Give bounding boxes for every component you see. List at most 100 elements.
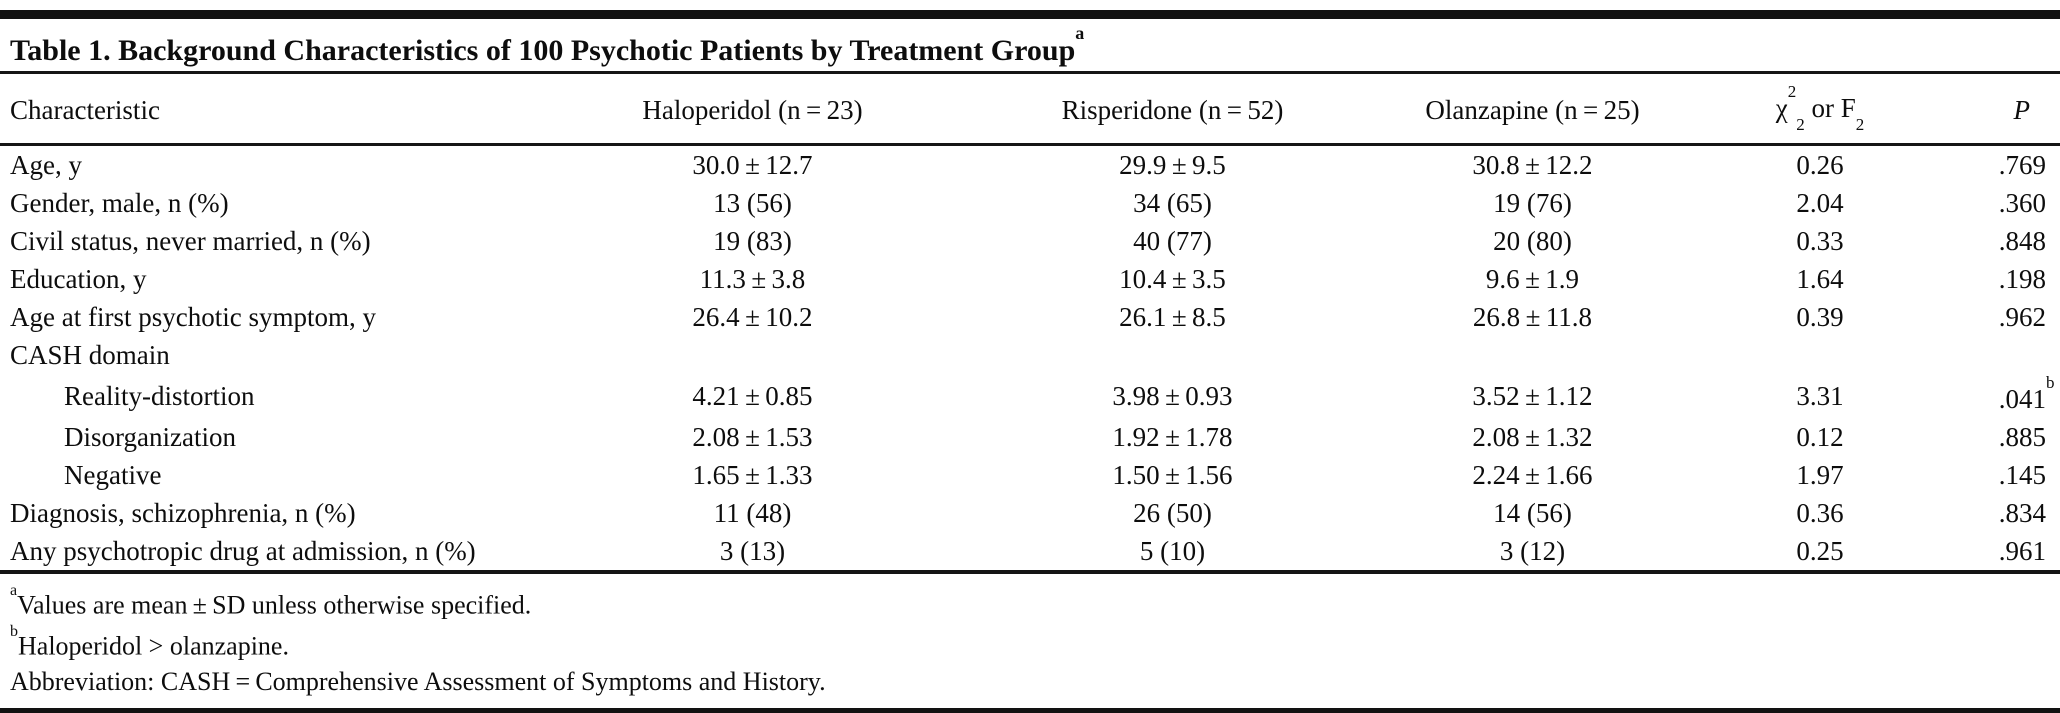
cell-risperidone: 10.4 ± 3.5 <box>1119 264 1226 295</box>
row-label: Negative <box>64 460 162 491</box>
table-row: Civil status, never married, n (%) 19 (8… <box>0 222 2060 260</box>
cell-statistic: 1.64 <box>1796 264 1844 295</box>
cell-haloperidol <box>505 336 1000 374</box>
table-row: Reality-distortion 4.21 ± 0.85 3.98 ± 0.… <box>0 373 2060 418</box>
cell-p-value: .145 <box>1998 460 2046 491</box>
cell-statistic: 0.12 <box>1796 422 1844 453</box>
table-row: Gender, male, n (%) 13 (56) 34 (65) 19 (… <box>0 184 2060 222</box>
f-subscript: 2 <box>1855 115 1865 135</box>
characteristics-table: Characteristic Haloperidol (n = 23) Risp… <box>0 74 2060 575</box>
cell-p-value: .769 <box>1998 150 2046 181</box>
journal-table: Table 1. Background Characteristics of 1… <box>0 10 2060 713</box>
row-label: Diagnosis, schizophrenia, n (%) <box>10 498 356 529</box>
chi-subscript: 2 <box>1796 115 1805 135</box>
cell-statistic: 0.39 <box>1796 302 1844 333</box>
cell-haloperidol: 30.0 ± 12.7 <box>692 150 813 181</box>
row-label: Reality-distortion <box>64 381 255 412</box>
footnote-a: aValues are mean ± SD unless otherwise s… <box>10 582 2050 623</box>
stat-or-f: or F <box>1804 93 1856 123</box>
table-title-text: Table 1. Background Characteristics of 1… <box>10 34 1076 67</box>
cell-olanzapine: 26.8 ± 11.8 <box>1472 302 1593 333</box>
cell-statistic: 2.04 <box>1796 188 1844 219</box>
cell-statistic: 0.26 <box>1796 150 1844 181</box>
cell-olanzapine: 3 (12) <box>1345 532 1720 575</box>
cell-statistic: 0.25 <box>1720 532 1920 575</box>
column-header-characteristic: Characteristic <box>0 74 505 147</box>
cell-olanzapine: 2.08 ± 1.32 <box>1472 422 1593 453</box>
table-row: Diagnosis, schizophrenia, n (%) 11 (48) … <box>0 494 2060 532</box>
footnote-b-text: Haloperidol > olanzapine. <box>18 631 289 661</box>
cell-statistic: 0.36 <box>1796 498 1844 529</box>
cell-haloperidol: 1.65 ± 1.33 <box>692 460 813 491</box>
footnote-b-marker: b <box>10 623 18 641</box>
row-label: Civil status, never married, n (%) <box>10 226 371 257</box>
table-title: Table 1. Background Characteristics of 1… <box>0 19 2060 74</box>
table-row: Disorganization 2.08 ± 1.53 1.92 ± 1.78 … <box>0 418 2060 456</box>
cell-haloperidol: 11 (48) <box>713 498 792 529</box>
row-label: Education, y <box>10 264 147 295</box>
row-label: CASH domain <box>10 340 170 371</box>
p-value-text: .041 <box>1998 384 2046 415</box>
cell-haloperidol: 3 (13) <box>505 532 1000 575</box>
cell-olanzapine: 14 (56) <box>1493 498 1572 529</box>
cell-risperidone: 34 (65) <box>1133 188 1212 219</box>
cell-risperidone: 5 (10) <box>1000 532 1345 575</box>
cell-risperidone: 29.9 ± 9.5 <box>1119 150 1226 181</box>
cell-statistic: 1.97 <box>1796 460 1844 491</box>
cell-risperidone: 26.1 ± 8.5 <box>1119 302 1226 333</box>
cell-p-value: .961 <box>1920 532 2060 575</box>
cell-risperidone: 3.98 ± 0.93 <box>1112 381 1233 412</box>
table-row: Age at first psychotic symptom, y 26.4 ±… <box>0 298 2060 336</box>
footnote-a-text: Values are mean ± SD unless otherwise sp… <box>17 591 532 621</box>
cell-p-value: .962 <box>1998 302 2046 333</box>
cell-haloperidol: 2.08 ± 1.53 <box>692 422 813 453</box>
row-label: Age, y <box>10 150 82 181</box>
cell-p-value: .885 <box>1998 422 2046 453</box>
table-row: Education, y 11.3 ± 3.8 10.4 ± 3.5 9.6 ±… <box>0 260 2060 298</box>
column-header-statistic: χ22 or F2 <box>1720 74 1920 147</box>
footnote-b: bHaloperidol > olanzapine. <box>10 623 2050 664</box>
table-body: Age, y 30.0 ± 12.7 29.9 ± 9.5 30.8 ± 12.… <box>0 145 2060 575</box>
table-title-footnote-marker: a <box>1075 23 1085 43</box>
cell-p-value <box>1920 336 2060 374</box>
footnote-abbreviation: Abbreviation: CASH = Comprehensive Asses… <box>10 664 2050 699</box>
column-header-p-value: P <box>1920 74 2060 147</box>
cell-olanzapine: 20 (80) <box>1493 226 1572 257</box>
cell-risperidone <box>1000 336 1345 374</box>
table-row: Negative 1.65 ± 1.33 1.50 ± 1.56 2.24 ± … <box>0 456 2060 494</box>
cell-p-value: .848 <box>1998 226 2046 257</box>
table-row: Age, y 30.0 ± 12.7 29.9 ± 9.5 30.8 ± 12.… <box>0 145 2060 185</box>
row-label: Gender, male, n (%) <box>10 188 229 219</box>
column-header-risperidone: Risperidone (n = 52) <box>1000 74 1345 147</box>
row-label: Any psychotropic drug at admission, n (%… <box>0 532 505 575</box>
cell-haloperidol: 11.3 ± 3.8 <box>699 264 806 295</box>
cell-p-value: .360 <box>1998 188 2046 219</box>
cell-risperidone: 1.92 ± 1.78 <box>1112 422 1233 453</box>
cell-haloperidol: 19 (83) <box>713 226 792 257</box>
table-row: Any psychotropic drug at admission, n (%… <box>0 532 2060 575</box>
cell-haloperidol: 4.21 ± 0.85 <box>692 381 813 412</box>
column-header-olanzapine: Olanzapine (n = 25) <box>1345 74 1720 147</box>
cell-statistic <box>1720 336 1920 374</box>
header-row: Characteristic Haloperidol (n = 23) Risp… <box>0 74 2060 147</box>
footnote-a-marker: a <box>10 582 18 600</box>
cell-olanzapine: 30.8 ± 12.2 <box>1472 150 1593 181</box>
cell-olanzapine: 9.6 ± 1.9 <box>1485 264 1580 295</box>
table-header: Characteristic Haloperidol (n = 23) Risp… <box>0 74 2060 147</box>
cell-haloperidol: 26.4 ± 10.2 <box>692 302 813 333</box>
column-header-haloperidol: Haloperidol (n = 23) <box>505 74 1000 147</box>
table-footnotes: aValues are mean ± SD unless otherwise s… <box>0 574 2060 707</box>
footnote-abbreviation-text: Abbreviation: CASH = Comprehensive Asses… <box>10 666 826 696</box>
cell-statistic: 0.33 <box>1796 226 1844 257</box>
cell-statistic: 3.31 <box>1796 381 1844 412</box>
cell-olanzapine <box>1345 336 1720 374</box>
cell-olanzapine: 3.52 ± 1.12 <box>1472 381 1593 412</box>
cell-olanzapine: 19 (76) <box>1493 188 1572 219</box>
cell-haloperidol: 13 (56) <box>713 188 792 219</box>
chi-symbol: χ <box>1775 93 1788 123</box>
chi-superscript: 2 <box>1787 82 1797 101</box>
cell-risperidone: 1.50 ± 1.56 <box>1112 460 1233 491</box>
cell-p-value: .041b <box>1998 373 2055 415</box>
cell-risperidone: 40 (77) <box>1133 226 1212 257</box>
row-label: Disorganization <box>64 422 236 453</box>
